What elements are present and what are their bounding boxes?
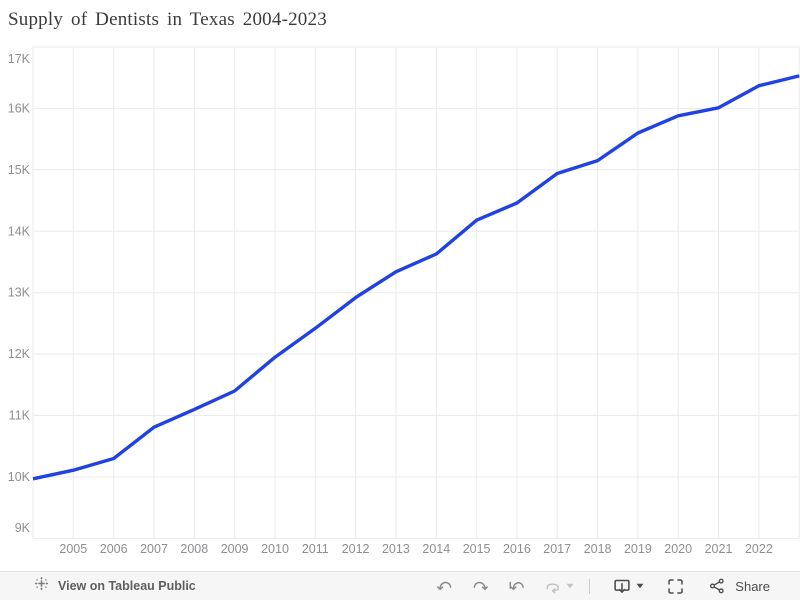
x-axis-tick-label: 2022 bbox=[745, 542, 773, 556]
x-axis-tick-label: 2011 bbox=[302, 542, 329, 556]
toolbar-actions: Share bbox=[434, 575, 770, 597]
share-label: Share bbox=[735, 578, 770, 594]
tableau-toolbar: View on Tableau Public bbox=[0, 571, 800, 600]
tableau-logo-icon bbox=[33, 575, 50, 597]
y-axis-tick-label: 13K bbox=[8, 286, 31, 300]
x-axis-tick-label: 2015 bbox=[463, 542, 491, 556]
share-icon bbox=[707, 576, 727, 596]
x-axis-tick-label: 2012 bbox=[342, 542, 370, 556]
reset-button[interactable] bbox=[506, 576, 527, 597]
reset-icon bbox=[506, 576, 527, 597]
x-axis-tick-label: 2021 bbox=[705, 542, 733, 556]
undo-button[interactable] bbox=[434, 576, 455, 597]
x-axis-tick-label: 2007 bbox=[140, 542, 168, 556]
fullscreen-button[interactable] bbox=[665, 576, 686, 597]
redo-icon bbox=[470, 576, 491, 597]
y-axis-tick-label: 14K bbox=[8, 224, 31, 238]
redo-button[interactable] bbox=[470, 576, 491, 597]
y-axis-tick-label: 15K bbox=[8, 163, 31, 177]
x-axis-tick-label: 2014 bbox=[422, 542, 450, 556]
x-axis-tick-label: 2013 bbox=[382, 542, 410, 556]
x-axis-tick-label: 2008 bbox=[180, 542, 208, 556]
x-axis-tick-label: 2019 bbox=[624, 542, 652, 556]
x-axis-tick-label: 2006 bbox=[100, 542, 128, 556]
view-on-tableau-public-label: View on Tableau Public bbox=[58, 579, 196, 593]
view-on-tableau-public-link[interactable]: View on Tableau Public bbox=[33, 575, 196, 597]
y-axis-tick-label: 16K bbox=[8, 101, 31, 115]
refresh-icon bbox=[542, 576, 563, 597]
y-axis-tick-label: 11K bbox=[9, 409, 31, 423]
x-axis-tick-label: 2009 bbox=[221, 542, 249, 556]
x-axis-tick-label: 2018 bbox=[584, 542, 612, 556]
y-axis-tick-label: 9K bbox=[15, 521, 31, 535]
refresh-button[interactable] bbox=[542, 576, 574, 597]
caret-down-icon bbox=[566, 583, 574, 589]
x-axis-tick-label: 2017 bbox=[543, 542, 571, 556]
y-axis-tick-label: 10K bbox=[8, 470, 31, 484]
x-axis-tick-label: 2005 bbox=[59, 542, 87, 556]
download-button[interactable] bbox=[611, 575, 644, 597]
caret-down-icon bbox=[636, 583, 644, 589]
y-axis-tick-label: 17K bbox=[8, 52, 31, 66]
y-axis-tick-label: 12K bbox=[8, 347, 31, 361]
download-icon bbox=[611, 575, 633, 597]
data-line-series bbox=[32, 74, 800, 481]
x-axis-tick-label: 2010 bbox=[261, 542, 289, 556]
page-title: Supply of Dentists in Texas 2004-2023 bbox=[8, 9, 327, 30]
x-axis-tick-label: 2016 bbox=[503, 542, 531, 556]
x-axis-tick-label: 2020 bbox=[664, 542, 692, 556]
toolbar-separator bbox=[589, 578, 591, 594]
fullscreen-icon bbox=[665, 576, 686, 597]
line-chart[interactable]: 9K 10K 11K 12K 13K 14K 15K 16K 17K 2005 2006 2007 20… bbox=[0, 0, 800, 571]
undo-icon bbox=[434, 576, 455, 597]
share-button[interactable]: Share bbox=[707, 576, 770, 596]
